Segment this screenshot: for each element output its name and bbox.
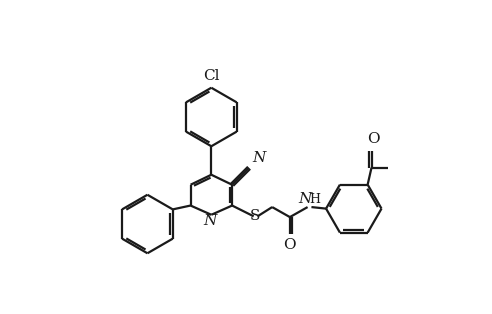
Text: N: N	[252, 151, 266, 165]
Text: O: O	[283, 238, 296, 252]
Text: N: N	[298, 192, 311, 206]
Text: S: S	[249, 209, 260, 223]
Text: H: H	[309, 192, 320, 206]
Text: Cl: Cl	[203, 69, 219, 83]
Text: O: O	[367, 132, 379, 146]
Text: N: N	[203, 214, 216, 228]
